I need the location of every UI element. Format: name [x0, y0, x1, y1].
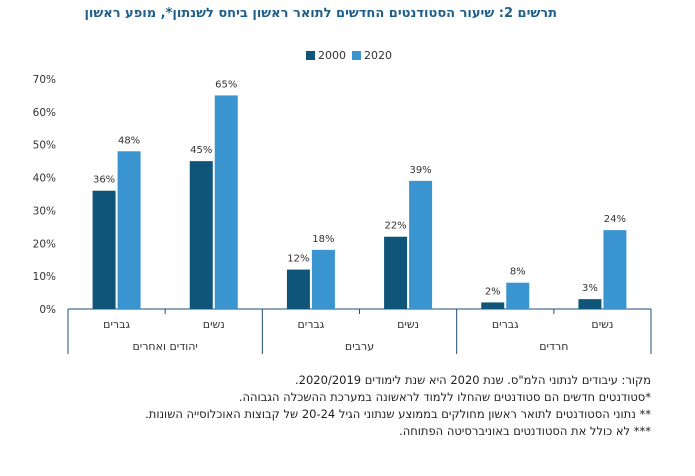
- data-label-2000: 2%: [485, 286, 501, 297]
- y-tick-label: 70%: [33, 74, 56, 86]
- bar-2000: [578, 299, 602, 309]
- note-3: *** לא כולל את הסטודנטים באוניברסיטה הפת…: [399, 424, 651, 438]
- group-label: חרדים: [539, 340, 568, 353]
- y-tick-label: 50%: [33, 140, 56, 152]
- bar-2020: [409, 180, 433, 309]
- notes: מקור: עיבודים לנתוני הלמ"ס. שנת 2020 היא…: [145, 372, 651, 440]
- bar-2000: [189, 161, 213, 309]
- bar-chart: 0% 10% 20% 30% 40% 50% 60% 70% 36% 48% גברים 45% 65%…: [33, 74, 652, 354]
- data-label-2020: 18%: [312, 234, 334, 245]
- bar-2020: [603, 230, 627, 309]
- data-label-2020: 65%: [215, 79, 237, 90]
- note-2: ** נתוני הסטודנטים לתואר ראשון מחולקים ב…: [145, 407, 651, 421]
- y-tick-label: 30%: [33, 205, 56, 217]
- bar-2000: [384, 236, 408, 309]
- data-label-2020: 39%: [409, 165, 431, 176]
- data-label-2020: 24%: [604, 214, 626, 225]
- data-label-2000: 12%: [287, 254, 309, 265]
- data-label-2000: 45%: [190, 145, 212, 156]
- bar-2000: [481, 302, 505, 309]
- group-label: יהודים ואחרים: [132, 340, 197, 353]
- legend-item-2000: 2000: [306, 49, 346, 62]
- legend-swatch-2000: [306, 51, 315, 60]
- bar-2020: [214, 95, 238, 309]
- bar-2020: [311, 249, 335, 309]
- y-tick-label: 60%: [33, 107, 56, 119]
- note-source: מקור: עיבודים לנתוני הלמ"ס. שנת 2020 היא…: [295, 373, 651, 387]
- group-label: ערבים: [345, 340, 374, 353]
- legend-label-2020: 2020: [364, 49, 392, 62]
- category-label: נשים: [591, 318, 613, 331]
- data-label-2000: 22%: [384, 221, 406, 232]
- category-label: גברים: [103, 318, 130, 331]
- legend-label-2000: 2000: [318, 49, 346, 62]
- y-tick-label: 10%: [33, 271, 56, 283]
- category-label: גברים: [492, 318, 519, 331]
- y-tick-label: 20%: [33, 238, 56, 250]
- category-label: נשים: [203, 318, 225, 331]
- data-label-2020: 48%: [118, 135, 140, 146]
- bar-2000: [286, 269, 310, 309]
- category-label: גברים: [297, 318, 324, 331]
- data-label-2000: 36%: [93, 175, 115, 186]
- legend: 2000 2020: [306, 49, 392, 62]
- bar-2020: [506, 282, 530, 309]
- y-tick-label: 0%: [39, 304, 56, 316]
- y-tick-label: 40%: [33, 173, 56, 185]
- legend-item-2020: 2020: [352, 49, 392, 62]
- chart-title: תרשים 2: שיעור הסטודנטים החדשים לתואר רא…: [84, 6, 557, 21]
- bar-2000: [92, 190, 116, 309]
- category-label: נשים: [397, 318, 419, 331]
- legend-swatch-2020: [352, 51, 361, 60]
- data-label-2000: 3%: [582, 283, 598, 294]
- note-1: *סטודנטים חדשים הם סטודנטים שהחלו ללמוד …: [238, 390, 651, 404]
- data-label-2020: 8%: [510, 267, 526, 278]
- bar-2020: [117, 151, 141, 309]
